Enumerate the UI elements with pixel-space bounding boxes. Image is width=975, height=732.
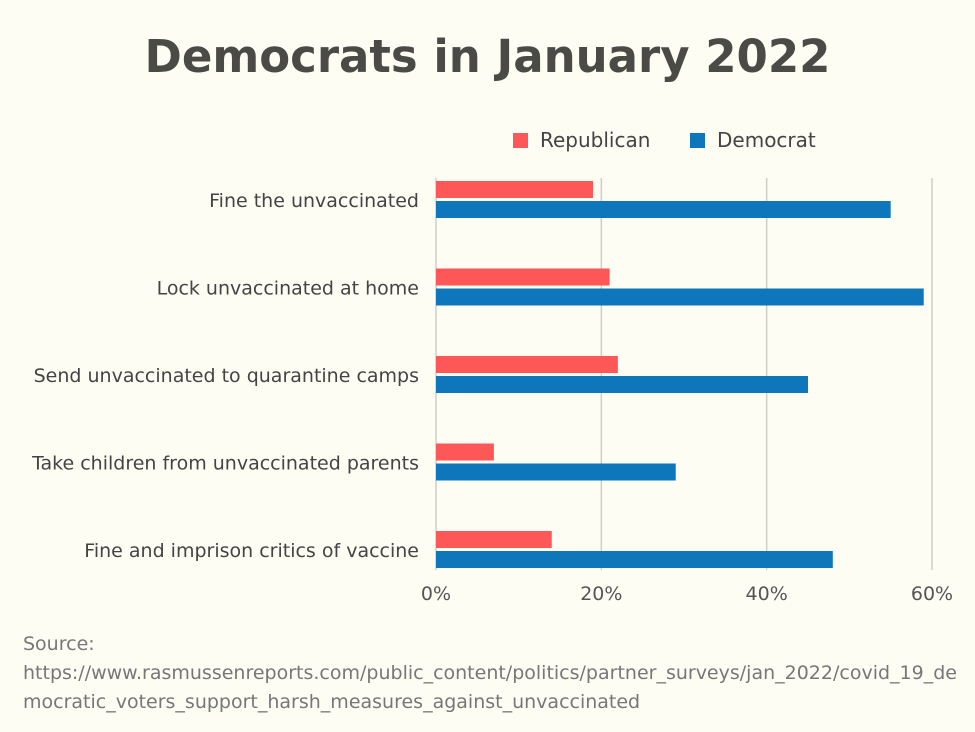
source-url[interactable]: https://www.rasmussenreports.com/public_… <box>23 662 957 713</box>
chart-title: Democrats in January 2022 <box>144 30 831 83</box>
legend-label-republican: Republican <box>540 128 651 152</box>
category-label: Fine the unvaccinated <box>209 190 419 212</box>
legend-label-democrat: Democrat <box>717 128 816 152</box>
category-label: Take children from unvaccinated parents <box>31 453 419 475</box>
legend-item-democrat: Democrat <box>690 128 816 152</box>
legend-swatch-republican <box>513 132 528 148</box>
x-tick-label: 20% <box>580 583 622 605</box>
bar-chart: 0% 20% 40% 60% Fine the unvaccinated Lock unv… <box>31 178 953 605</box>
bar-republican <box>436 443 494 461</box>
bar-democrat <box>436 201 891 218</box>
x-tick-label: 60% <box>911 583 953 605</box>
x-tick-label: 0% <box>421 583 451 605</box>
legend-item-republican: Republican <box>513 128 650 152</box>
category-label: Lock unvaccinated at home <box>157 278 419 300</box>
source-label: Source: <box>23 633 95 655</box>
bar-republican <box>436 268 610 286</box>
source-note: Source: https://www.rasmussenreports.com… <box>23 630 963 717</box>
bar-democrat <box>436 551 833 568</box>
bar-democrat <box>436 376 808 393</box>
x-tick-label: 40% <box>746 583 788 605</box>
legend-swatch-democrat <box>690 132 705 148</box>
bar-republican <box>436 181 594 198</box>
bar-democrat <box>436 463 676 481</box>
category-label: Send unvaccinated to quarantine camps <box>34 365 419 387</box>
bar-democrat <box>436 288 924 306</box>
bar-republican <box>436 531 552 548</box>
bar-republican <box>436 356 618 373</box>
category-label: Fine and imprison critics of vaccine <box>84 540 419 562</box>
